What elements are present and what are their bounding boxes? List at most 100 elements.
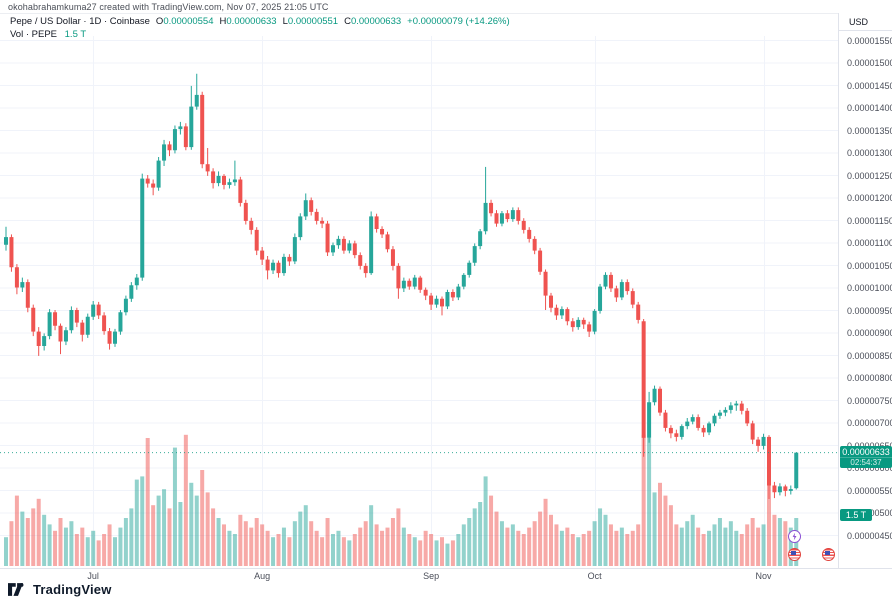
ohlc-label: O: [155, 16, 164, 27]
tradingview-logo[interactable]: TradingView: [8, 582, 112, 597]
volume-bar: [608, 524, 613, 566]
candle-body: [658, 388, 662, 413]
volume-bar: [265, 530, 270, 566]
price-tick: 0.00000800: [847, 373, 892, 383]
candle-body: [271, 262, 276, 271]
candle-body: [554, 307, 559, 316]
volume-bar: [352, 534, 357, 566]
price-tick: 0.00001500: [847, 58, 892, 68]
candle-body: [527, 229, 532, 239]
candle-body: [298, 216, 303, 238]
candle-body: [745, 410, 750, 424]
volume-bar: [543, 498, 548, 566]
volume-bar: [385, 527, 390, 566]
volume-bar: [36, 498, 41, 566]
volume-bar: [347, 540, 352, 566]
candlestick-chart[interactable]: [0, 0, 838, 568]
volume-bar: [162, 489, 167, 566]
candle-body: [625, 282, 630, 292]
candle-body: [696, 417, 701, 428]
candle-body: [499, 213, 504, 224]
volume-bar: [418, 540, 423, 566]
candle-body: [347, 243, 352, 251]
volume-bar: [53, 530, 58, 566]
volume-bar: [494, 511, 499, 566]
current-price-badge: 0.00000633 02:54:37: [840, 446, 892, 468]
lightning-bolt-glyph: [792, 532, 797, 541]
symbol-title[interactable]: Pepe / US Dollar · 1D · Coinbase: [10, 16, 150, 27]
candle-body: [707, 423, 712, 433]
volume-bar: [325, 518, 330, 566]
candle-body: [385, 234, 390, 250]
tradingview-logo-mark: [8, 583, 24, 596]
price-tick: 0.00001450: [847, 80, 892, 91]
candle-body: [494, 213, 499, 224]
volume-bar: [336, 530, 341, 566]
volume-bar: [341, 537, 346, 566]
volume-bar: [238, 514, 243, 566]
candle-body: [734, 403, 739, 406]
time-axis[interactable]: Jul Aug Sep Oct Nov: [0, 568, 892, 583]
volume-bar: [303, 505, 308, 566]
candle-body: [194, 94, 199, 107]
candle-body: [767, 436, 771, 486]
candle-body: [761, 436, 766, 446]
volume-bar: [14, 495, 19, 566]
volume-bar: [510, 524, 515, 566]
volume-bar: [4, 537, 8, 566]
flag-canton: [824, 550, 830, 555]
candle-body: [178, 126, 183, 130]
price-axis[interactable]: USD 0.000004500.000005000.000005500.0000…: [838, 13, 892, 580]
ohlc-value: 0.00000633: [350, 16, 402, 27]
candle-body: [123, 298, 128, 313]
legend-symbol-row: Pepe / US Dollar · 1D · Coinbase O 0.00000…: [10, 16, 510, 27]
candle-body: [592, 310, 597, 332]
candle-body: [505, 213, 510, 220]
candle-body: [325, 223, 330, 253]
volume-label[interactable]: Vol · PEPE: [10, 29, 57, 40]
volume-bar: [636, 524, 641, 566]
candle-body: [603, 274, 608, 287]
candle-body: [58, 325, 63, 342]
volume-bar: [227, 530, 232, 566]
volume-bar: [189, 482, 194, 566]
volume-bar: [25, 518, 30, 566]
candle-body: [151, 183, 156, 188]
chart-area[interactable]: [0, 0, 838, 568]
us-flag-event-icon[interactable]: [788, 548, 801, 561]
candle-body: [102, 315, 107, 332]
candle-body: [472, 246, 477, 263]
lightning-event-icon[interactable]: [788, 530, 801, 543]
candle-body: [172, 129, 177, 151]
candle-body: [794, 452, 799, 489]
candle-body: [516, 210, 521, 221]
volume-bar: [521, 534, 526, 566]
candle-body: [581, 319, 586, 325]
volume-bar: [113, 537, 117, 566]
candle-body: [113, 331, 117, 344]
volume-bar: [761, 524, 766, 566]
price-tick: 0.00000550: [847, 485, 892, 496]
ohlc-value: 0.00000633: [226, 16, 277, 27]
volume-bar: [505, 527, 510, 566]
volume-bar: [194, 495, 199, 566]
price-tick: 0.00001200: [847, 193, 892, 203]
candle-body: [434, 298, 439, 305]
price-tick: 0.00000600: [847, 463, 892, 473]
volume-bar: [734, 530, 739, 566]
volume-bar: [363, 521, 368, 566]
volume-bar: [728, 521, 733, 566]
volume-bar: [232, 534, 237, 566]
volume-bar: [205, 492, 210, 566]
volume-bar: [707, 530, 712, 566]
candle-body: [483, 202, 488, 232]
volume-bar: [243, 521, 248, 566]
candle-body: [96, 304, 101, 316]
us-flag-event-icon[interactable]: [822, 548, 835, 561]
candle-body: [36, 331, 41, 346]
volume-bar: [123, 518, 128, 566]
candle-body: [63, 330, 68, 342]
candle-body: [47, 312, 52, 337]
candle-body: [352, 243, 357, 256]
